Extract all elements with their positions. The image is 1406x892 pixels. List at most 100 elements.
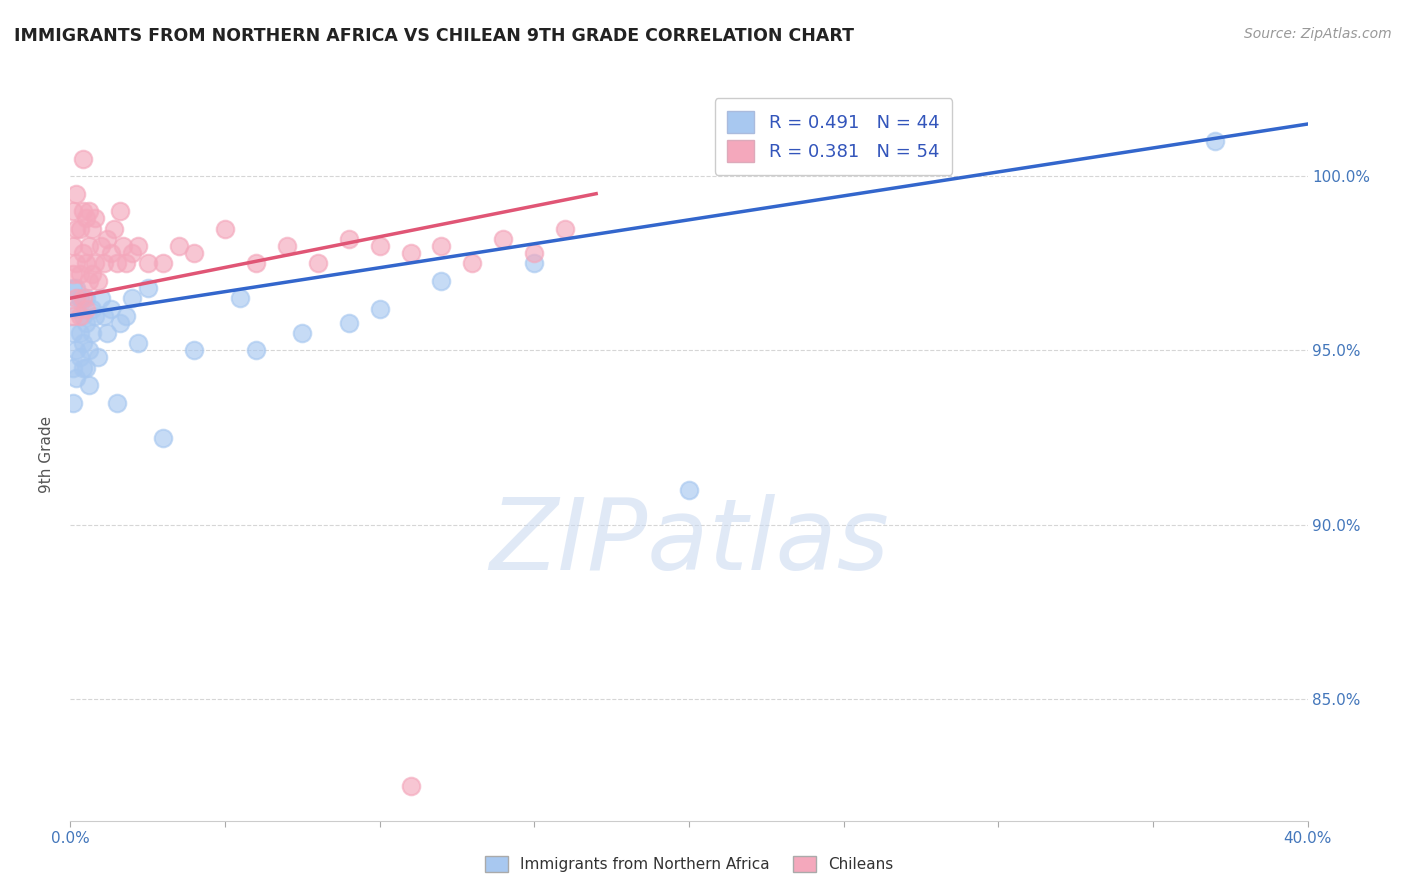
Point <box>80 267 103 281</box>
Point <box>62 281 84 295</box>
Point <box>337 232 360 246</box>
Point <box>69 326 91 340</box>
Point <box>72 360 94 375</box>
Point <box>77 204 100 219</box>
Point <box>62 395 84 409</box>
Point <box>65 281 87 295</box>
Point <box>65 186 87 201</box>
Point <box>183 343 205 358</box>
Point <box>65 291 87 305</box>
Point <box>69 267 91 281</box>
Point <box>65 343 87 358</box>
Point <box>337 316 360 330</box>
Point <box>69 309 91 323</box>
Point <box>307 256 329 270</box>
Point <box>72 336 94 351</box>
Point <box>136 256 159 270</box>
Point <box>678 483 700 497</box>
Point <box>96 232 118 246</box>
Point <box>62 309 84 323</box>
Point <box>75 301 97 316</box>
Point <box>77 343 100 358</box>
Point <box>72 309 94 323</box>
Point <box>90 239 112 253</box>
Point <box>368 301 391 316</box>
Point <box>62 267 84 281</box>
Point <box>245 256 267 270</box>
Legend: Immigrants from Northern Africa, Chileans: Immigrants from Northern Africa, Chilean… <box>477 848 901 880</box>
Point <box>105 256 128 270</box>
Point <box>62 204 84 219</box>
Point <box>430 274 453 288</box>
Point <box>77 378 100 392</box>
Point <box>121 291 143 305</box>
Point <box>65 256 87 270</box>
Point <box>100 301 122 316</box>
Point <box>87 274 110 288</box>
Point <box>245 343 267 358</box>
Point <box>69 291 91 305</box>
Point <box>75 360 97 375</box>
Point <box>93 309 115 323</box>
Point <box>105 395 128 409</box>
Point <box>1204 135 1226 149</box>
Text: Source: ZipAtlas.com: Source: ZipAtlas.com <box>1244 27 1392 41</box>
Point <box>523 256 546 270</box>
Point <box>183 246 205 260</box>
Point <box>80 221 103 235</box>
Point <box>492 232 515 246</box>
Point <box>80 326 103 340</box>
Point <box>69 221 91 235</box>
Point <box>291 326 314 340</box>
Point <box>111 239 134 253</box>
Point <box>229 291 252 305</box>
Point <box>100 246 122 260</box>
Point <box>65 221 87 235</box>
Text: ZIPatlas: ZIPatlas <box>489 494 889 591</box>
Point <box>115 309 138 323</box>
Point <box>84 211 107 225</box>
Point <box>115 256 138 270</box>
Point <box>77 274 100 288</box>
Point <box>214 221 236 235</box>
Point <box>152 256 174 270</box>
Point <box>90 291 112 305</box>
Point <box>62 326 84 340</box>
Point <box>75 256 97 270</box>
Point <box>276 239 298 253</box>
Point <box>108 204 131 219</box>
Point <box>69 351 91 365</box>
Point <box>554 221 576 235</box>
Point <box>523 246 546 260</box>
Point <box>72 246 94 260</box>
Point <box>84 256 107 270</box>
Point <box>399 779 422 793</box>
Point <box>96 326 118 340</box>
Y-axis label: 9th Grade: 9th Grade <box>39 417 55 493</box>
Point <box>80 301 103 316</box>
Point <box>167 239 190 253</box>
Point <box>75 211 97 225</box>
Point <box>72 204 94 219</box>
Point <box>65 371 87 385</box>
Point <box>87 351 110 365</box>
Point <box>77 239 100 253</box>
Point <box>136 281 159 295</box>
Text: IMMIGRANTS FROM NORTHERN AFRICA VS CHILEAN 9TH GRADE CORRELATION CHART: IMMIGRANTS FROM NORTHERN AFRICA VS CHILE… <box>14 27 853 45</box>
Point <box>84 309 107 323</box>
Point <box>75 291 97 305</box>
Point <box>62 360 84 375</box>
Point <box>399 246 422 260</box>
Point <box>93 256 115 270</box>
Point <box>62 239 84 253</box>
Legend: R = 0.491   N = 44, R = 0.381   N = 54: R = 0.491 N = 44, R = 0.381 N = 54 <box>714 98 952 175</box>
Point <box>72 152 94 166</box>
Point <box>103 221 125 235</box>
Point <box>65 301 87 316</box>
Point <box>368 239 391 253</box>
Point <box>127 336 149 351</box>
Point <box>152 430 174 444</box>
Point <box>121 246 143 260</box>
Point <box>72 291 94 305</box>
Point <box>461 256 484 270</box>
